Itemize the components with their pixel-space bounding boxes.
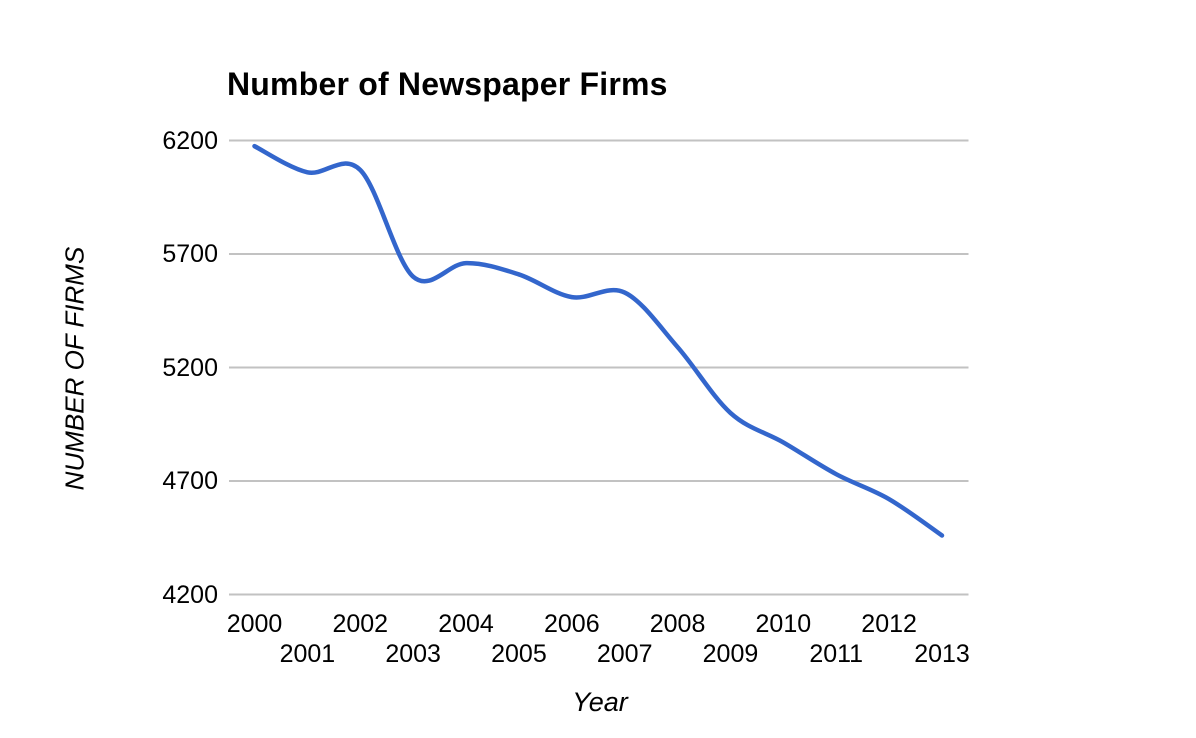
x-tick-label: 2008 [649,610,706,638]
x-tick-label: 2005 [491,640,547,668]
x-tick-label: 2003 [385,640,441,668]
x-tick-label: 2001 [279,640,336,668]
x-tick-label: 2006 [543,610,600,638]
y-tick-label: 4700 [162,467,218,495]
x-tick-label: 2012 [861,610,917,638]
y-axis-title: NUMBER OF FIRMS [59,246,90,491]
x-tick-label: 2007 [596,640,653,668]
x-tick-label: 2004 [438,610,494,638]
data-series-line [252,143,945,538]
chart-title: Number of Newspaper Firms [227,66,668,102]
y-tick-label: 5200 [162,353,218,382]
y-tick-label: 6200 [162,126,218,155]
x-tick-label: 2013 [914,640,970,668]
y-tick-label: 4200 [162,580,218,609]
x-tick-label: 2000 [226,610,283,638]
x-axis-title: Year [572,687,628,717]
x-tick-label: 2011 [809,640,864,668]
x-tick-label: 2002 [332,610,389,638]
y-tick-label: 5700 [162,240,218,268]
x-tick-label: 2009 [702,640,759,668]
x-tick-label: 2010 [755,610,812,638]
